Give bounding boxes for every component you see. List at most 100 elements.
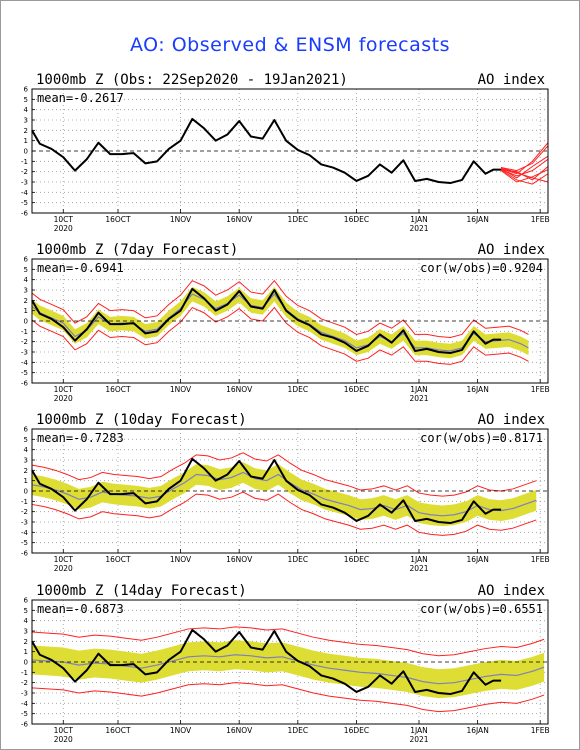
x-tick-label: 16OCT (105, 555, 131, 564)
observed-line (31, 628, 502, 696)
panel-title: 1000mb Z (14day Forecast) (36, 583, 247, 599)
y-tick-label: -4 (21, 700, 29, 708)
y-tick-label: -5 (21, 199, 28, 207)
x-tick-label: 1DEC (288, 555, 309, 564)
x-tick-label: 10CT (54, 385, 74, 394)
mean-label: mean=-0.7283 (37, 431, 124, 445)
plume-member-line (500, 169, 549, 183)
correlation-label: cor(w/obs)=0.8171 (420, 431, 543, 445)
y-tick-label: -3 (21, 690, 28, 698)
y-tick-label: 5 (24, 96, 28, 104)
lower-bound-line (31, 306, 529, 365)
y-tick-label: 0 (24, 488, 28, 496)
lower-bound-line (31, 491, 537, 536)
plume-member-line (500, 158, 549, 177)
y-tick-label: 5 (24, 266, 28, 274)
x-year-label: 2021 (409, 735, 428, 744)
x-year-label: 2020 (54, 564, 73, 573)
x-tick-label: 1JAN (410, 726, 428, 735)
x-tick-label: 1JAN (410, 215, 428, 224)
y-tick-label: 6 (24, 86, 29, 94)
upper-bound-line (31, 626, 545, 657)
main-title: AO: Observed & ENSM forecasts (130, 34, 450, 56)
y-tick-label: 3 (24, 457, 28, 465)
y-tick-label: -6 (21, 550, 29, 558)
x-tick-label: 16OCT (105, 385, 131, 394)
spread-band (32, 462, 537, 527)
correlation-label: cor(w/obs)=0.6551 (420, 602, 543, 616)
y-tick-label: 1 (24, 137, 28, 145)
x-tick-label: 16OCT (105, 215, 131, 224)
y-tick-label: 5 (24, 436, 28, 444)
x-tick-label: 1NOV (170, 555, 192, 564)
y-tick-label: -1 (21, 328, 28, 336)
x-tick-label: 1JAN (410, 555, 428, 564)
y-tick-label: -2 (21, 508, 28, 516)
x-tick-label: 1FEB (531, 215, 550, 224)
x-tick-label: 16OCT (105, 726, 131, 735)
y-tick-label: -3 (21, 349, 28, 357)
mean-label: mean=-0.2617 (37, 91, 124, 105)
y-tick-label: 3 (24, 628, 28, 636)
observed-line (31, 457, 502, 525)
y-tick-label: 4 (24, 446, 29, 454)
x-year-label: 2021 (409, 394, 428, 403)
y-tick-label: 0 (24, 148, 28, 156)
plume-member-line (500, 142, 549, 175)
mean-label: mean=-0.6873 (37, 602, 124, 616)
x-tick-label: 16NOV (226, 215, 253, 224)
x-year-label: 2021 (409, 564, 428, 573)
y-tick-label: -2 (21, 168, 28, 176)
x-tick-label: 16NOV (226, 385, 253, 394)
y-tick-label: 6 (24, 426, 29, 434)
y-tick-label: 6 (24, 256, 29, 264)
y-tick-label: 1 (24, 307, 28, 315)
x-tick-label: 16DEC (344, 385, 369, 394)
observed-line (31, 287, 502, 355)
y-tick-label: 1 (24, 648, 28, 656)
y-tick-label: 4 (24, 617, 29, 625)
panel-index-label: AO index (478, 72, 545, 88)
x-tick-label: 16JAN (466, 726, 488, 735)
upper-bound-line (31, 452, 537, 497)
x-tick-label: 10CT (54, 215, 74, 224)
correlation-label: cor(w/obs)=0.9204 (420, 261, 543, 275)
y-tick-label: -3 (21, 519, 28, 527)
spread-band (32, 286, 529, 359)
plume-member-line (500, 167, 549, 183)
y-tick-label: -5 (21, 539, 28, 547)
x-tick-label: 1JAN (410, 385, 428, 394)
panel-title: 1000mb Z (10day Forecast) (36, 412, 247, 428)
x-tick-label: 1DEC (288, 726, 309, 735)
y-tick-label: -6 (21, 210, 29, 218)
y-tick-label: 0 (24, 318, 28, 326)
y-tick-label: -4 (21, 189, 29, 197)
y-tick-label: 3 (24, 287, 28, 295)
y-tick-label: 2 (24, 638, 28, 646)
y-tick-label: 1 (24, 477, 28, 485)
y-tick-label: 4 (24, 106, 29, 114)
x-year-label: 2020 (54, 735, 73, 744)
x-tick-label: 16JAN (466, 555, 488, 564)
observed-line (31, 117, 502, 185)
y-tick-label: -2 (21, 338, 28, 346)
x-tick-label: 1FEB (531, 555, 550, 564)
panel-title: 1000mb Z (Obs: 22Sep2020 - 19Jan2021) (36, 72, 348, 88)
spread-band (32, 640, 545, 699)
y-tick-label: 3 (24, 117, 28, 125)
x-tick-label: 1NOV (170, 726, 192, 735)
x-tick-label: 1DEC (288, 215, 309, 224)
y-tick-label: 5 (24, 607, 28, 615)
x-tick-label: 1FEB (531, 385, 550, 394)
y-tick-label: 2 (24, 127, 28, 135)
y-tick-label: -3 (21, 179, 28, 187)
x-tick-label: 16NOV (226, 726, 253, 735)
plume-member-line (500, 169, 549, 185)
x-tick-label: 16DEC (344, 215, 369, 224)
x-tick-label: 16JAN (466, 385, 488, 394)
x-tick-label: 16DEC (344, 726, 369, 735)
y-tick-label: 2 (24, 297, 28, 305)
y-tick-label: -2 (21, 679, 28, 687)
